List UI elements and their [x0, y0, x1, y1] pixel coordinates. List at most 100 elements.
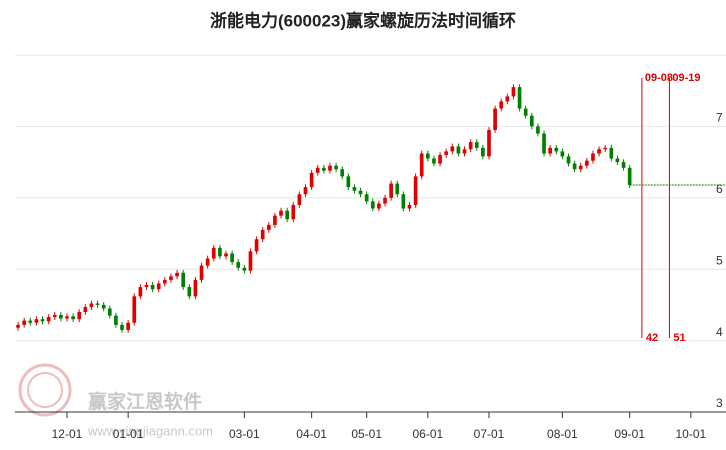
- candle-body: [230, 253, 234, 263]
- candle-body: [487, 129, 491, 157]
- candle-body: [542, 133, 546, 154]
- candle-body: [52, 314, 57, 318]
- candle-body: [615, 158, 620, 163]
- candle-body: [126, 322, 130, 330]
- candle-body: [529, 115, 534, 127]
- candle-body: [523, 108, 528, 116]
- candle-body: [585, 160, 589, 166]
- watermark-logo: [18, 363, 72, 417]
- candle-body: [517, 87, 522, 109]
- candle-body: [377, 203, 381, 209]
- y-tick-label: 4: [716, 325, 723, 339]
- candle-body: [450, 146, 455, 152]
- candle-body: [426, 153, 430, 159]
- candle-body: [65, 316, 69, 319]
- candle-body: [297, 194, 302, 205]
- x-tick-label: 06-01: [412, 427, 443, 441]
- y-tick-label: 6: [716, 182, 723, 196]
- candle-body: [285, 210, 289, 220]
- candle-body: [144, 284, 149, 288]
- cycle-count: 51: [673, 332, 685, 344]
- candle-body: [627, 167, 632, 185]
- candle-body: [138, 287, 143, 297]
- candle-body: [132, 296, 137, 323]
- x-tick-label: 08-01: [547, 427, 578, 441]
- candle-body: [462, 149, 467, 154]
- candle-body: [193, 279, 198, 297]
- candle-body: [591, 153, 595, 161]
- candle-body: [95, 303, 100, 305]
- candle-body: [114, 315, 118, 325]
- candle-body: [211, 247, 216, 259]
- x-tick-label: 09-01: [614, 427, 645, 441]
- candle-body: [218, 247, 222, 257]
- candle-body: [413, 176, 418, 205]
- candle-body: [328, 165, 332, 171]
- candle-body: [401, 194, 406, 209]
- candle-body: [46, 317, 51, 322]
- candle-body: [59, 314, 63, 319]
- candle-body: [603, 147, 608, 150]
- candle-body: [468, 142, 473, 150]
- candle-body: [291, 204, 296, 220]
- candle-body: [597, 149, 601, 154]
- candle-body: [22, 320, 27, 325]
- candle-body: [224, 253, 228, 257]
- x-tick-label: 12-01: [52, 427, 83, 441]
- candle-body: [260, 229, 265, 240]
- x-tick-label: 10-01: [675, 427, 706, 441]
- x-tick-label: 05-01: [351, 427, 382, 441]
- candle-body: [169, 276, 173, 280]
- candle-body: [28, 320, 33, 323]
- chart-title: 浙能电力(600023)赢家螺旋历法时间循环: [210, 10, 516, 30]
- candle-body: [71, 316, 75, 320]
- candle-body: [554, 147, 559, 152]
- candle-body: [89, 303, 94, 308]
- candle-body: [407, 204, 412, 209]
- candle-body: [395, 183, 400, 195]
- candle-body: [419, 153, 424, 177]
- candle-body: [101, 304, 106, 309]
- candle-body: [578, 165, 583, 170]
- candle-body: [266, 224, 271, 230]
- candle-body: [16, 324, 20, 328]
- candle-body: [493, 108, 497, 130]
- y-tick-label: 5: [716, 253, 723, 267]
- candle-body: [340, 169, 345, 177]
- candle-body: [156, 283, 161, 290]
- candle-body: [536, 126, 540, 134]
- candle-body: [309, 172, 314, 188]
- candle-body: [83, 307, 88, 313]
- candle-body: [107, 308, 112, 316]
- candle-body: [181, 272, 186, 288]
- candle-body: [242, 267, 247, 271]
- candle-body: [505, 96, 510, 102]
- cycle-date: 09-08: [645, 72, 673, 84]
- candle-body: [370, 201, 375, 209]
- candle-body: [621, 162, 626, 168]
- candle-body: [34, 319, 39, 323]
- candle-body: [175, 272, 179, 277]
- candle-body: [315, 167, 320, 173]
- candle-body: [383, 197, 387, 204]
- candle-body: [352, 187, 357, 191]
- candle-body: [432, 158, 436, 164]
- candle-body: [254, 239, 259, 252]
- candle-body: [303, 187, 308, 195]
- y-tick-label: 3: [716, 396, 723, 410]
- candle-body: [560, 151, 565, 157]
- watermark-name: 赢家江恩软件: [88, 390, 202, 413]
- candle-body: [334, 165, 338, 170]
- y-tick-label: 7: [716, 111, 723, 125]
- x-tick-label: 03-01: [229, 427, 260, 441]
- candle-body: [389, 183, 393, 198]
- candle-body: [322, 167, 326, 171]
- candle-body: [499, 101, 504, 109]
- candle-body: [511, 87, 516, 97]
- candle-body: [474, 142, 479, 148]
- candle-body: [358, 190, 363, 195]
- candle-body: [438, 154, 442, 164]
- candle-body: [279, 210, 283, 216]
